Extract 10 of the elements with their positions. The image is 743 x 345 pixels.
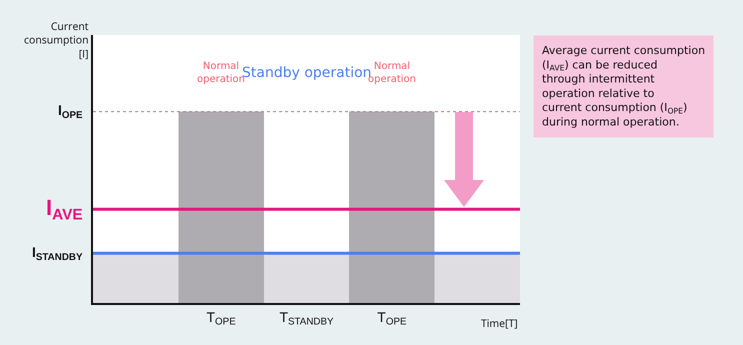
x-axis-title: Time[T] xyxy=(481,317,518,331)
ref-line-label: I$_{OPE}$ xyxy=(58,102,84,121)
text: Standby operation xyxy=(242,65,372,81)
text: Average current consumption (I$_{AVE}$) can be reduced through intermittent operation relative to current consumption (I$_{OPE}$) during normal operation. xyxy=(542,44,706,128)
x-tick-label: T$_{OPE}$ xyxy=(377,308,407,328)
x-tick-label: T$_{STANDBY}$ xyxy=(279,308,334,328)
x-tick-label: T$_{OPE}$ xyxy=(206,308,236,328)
y-axis-title: Current consumption [I] xyxy=(24,20,89,62)
ref-line-label: I$_{AVE}$ xyxy=(46,195,83,224)
ref-line-label: I$_{STANDBY}$ xyxy=(32,244,83,263)
